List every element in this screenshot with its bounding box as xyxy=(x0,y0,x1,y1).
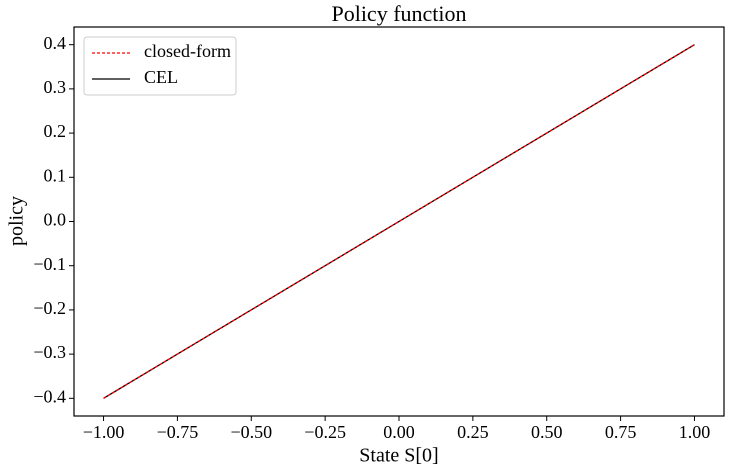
y-tick-label: −0.1 xyxy=(33,254,66,274)
series-line xyxy=(103,44,695,399)
chart-title: Policy function xyxy=(331,1,466,26)
x-tick-label: −0.25 xyxy=(304,422,346,442)
x-tick-label: 0.75 xyxy=(605,422,637,442)
x-tick-label: 0.25 xyxy=(457,422,489,442)
x-tick-label: 0.50 xyxy=(531,422,563,442)
x-tick-label: 1.00 xyxy=(679,422,711,442)
y-axis-label: policy xyxy=(6,196,28,246)
y-tick-label: −0.2 xyxy=(33,298,66,318)
x-tick-label: 0.00 xyxy=(383,422,415,442)
y-tick-label: 0.4 xyxy=(44,33,67,53)
y-tick-label: −0.4 xyxy=(33,386,66,406)
y-tick-label: −0.3 xyxy=(33,342,66,362)
x-tick-label: −0.50 xyxy=(230,422,272,442)
x-axis-label: State S[0] xyxy=(359,445,438,467)
y-tick-label: 0.1 xyxy=(44,165,67,185)
y-tick-label: 0.2 xyxy=(44,121,67,141)
legend-label: closed-form xyxy=(144,41,231,61)
legend-label: CEL xyxy=(144,67,178,87)
y-tick-label: 0.0 xyxy=(44,210,67,230)
legend-box xyxy=(83,36,237,96)
plot-frame xyxy=(73,26,725,417)
x-tick-label: −1.00 xyxy=(83,422,125,442)
x-tick-label: −0.75 xyxy=(157,422,199,442)
y-tick-label: 0.3 xyxy=(44,77,67,97)
